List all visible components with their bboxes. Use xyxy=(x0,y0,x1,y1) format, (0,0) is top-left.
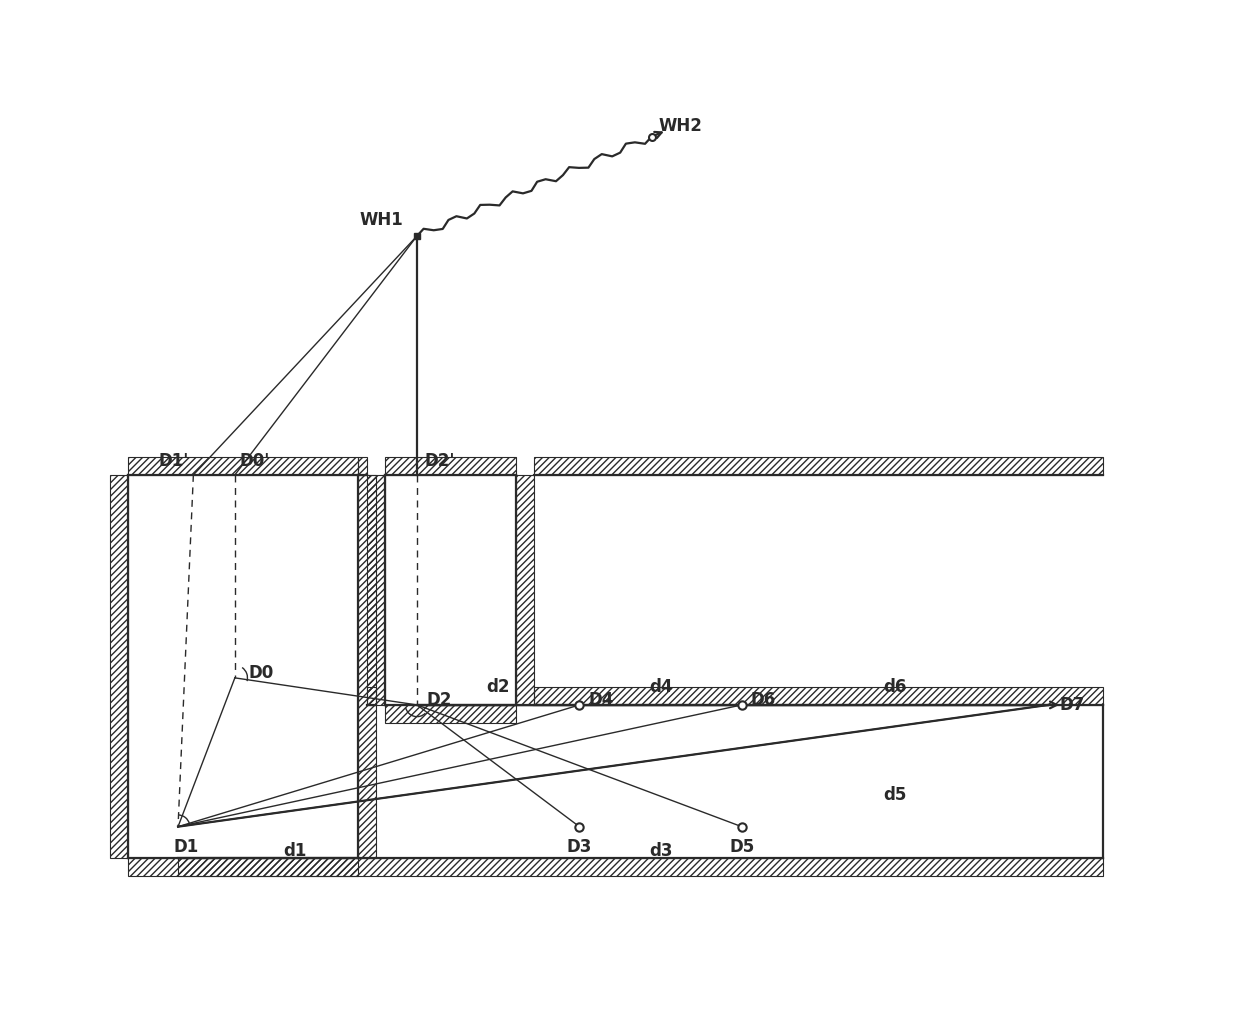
Text: d1: d1 xyxy=(284,842,308,861)
Bar xyxy=(358,457,367,475)
Bar xyxy=(367,475,386,705)
Text: D4: D4 xyxy=(589,692,614,709)
Bar xyxy=(129,858,358,876)
Text: D6: D6 xyxy=(750,692,776,709)
Bar xyxy=(386,457,516,475)
Text: d3: d3 xyxy=(649,842,672,861)
Bar xyxy=(534,457,1102,475)
Text: D2': D2' xyxy=(424,453,455,470)
Text: D1': D1' xyxy=(159,453,188,470)
Text: D0: D0 xyxy=(248,664,274,683)
Text: D0': D0' xyxy=(239,453,270,470)
Text: D1: D1 xyxy=(174,838,198,855)
Bar xyxy=(534,687,1102,705)
Bar xyxy=(367,687,377,705)
Text: d4: d4 xyxy=(649,678,672,696)
Bar xyxy=(386,705,516,723)
Bar xyxy=(129,457,358,475)
Text: D3: D3 xyxy=(567,838,591,855)
Text: D2: D2 xyxy=(427,692,451,709)
Bar xyxy=(110,475,129,858)
Text: WH1: WH1 xyxy=(360,211,403,229)
Text: D5: D5 xyxy=(729,838,754,855)
Bar xyxy=(358,475,377,858)
Text: D7: D7 xyxy=(1059,696,1085,714)
Text: WH2: WH2 xyxy=(658,117,703,135)
Bar xyxy=(179,858,1102,876)
Bar xyxy=(516,475,534,705)
Text: d5: d5 xyxy=(883,786,906,804)
Text: d6: d6 xyxy=(883,678,906,696)
Text: d2: d2 xyxy=(486,678,510,696)
